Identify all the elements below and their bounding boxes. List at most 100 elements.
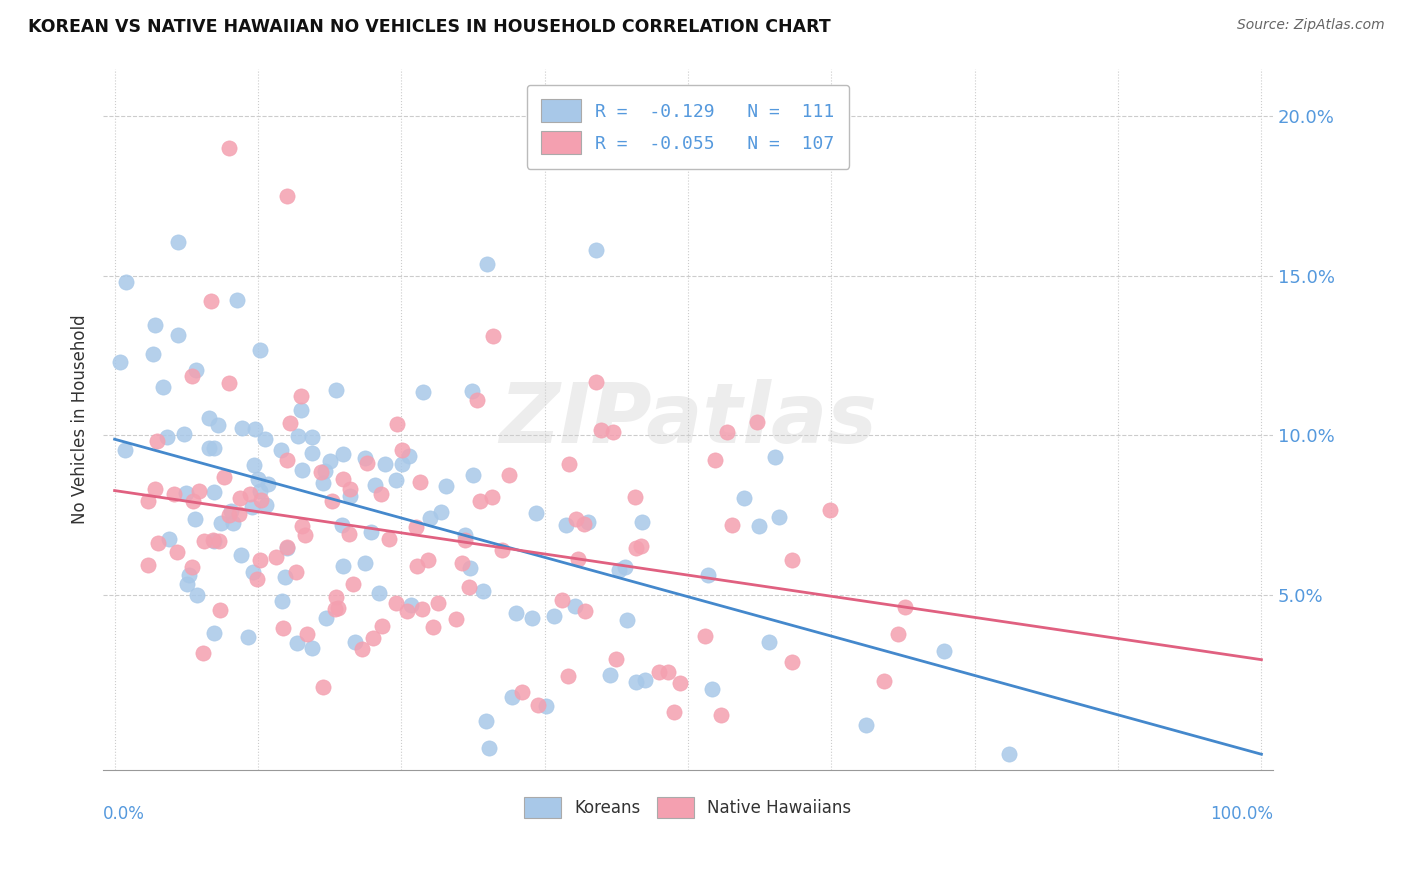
Point (166, 545, 188, 559)
Point (505, 606, 527, 620)
Point (332, 472, 354, 486)
Point (412, 385, 434, 400)
Point (894, 599, 917, 614)
Point (332, 558, 354, 573)
Point (287, 429, 309, 443)
Point (454, 533, 477, 547)
Point (218, 141, 240, 155)
Point (631, 515, 654, 529)
Point (356, 456, 378, 470)
Point (219, 504, 242, 518)
Point (198, 410, 221, 425)
Point (312, 680, 335, 694)
Point (520, 611, 543, 625)
Point (110, 355, 132, 369)
Point (370, 486, 392, 500)
Point (202, 484, 225, 499)
Point (179, 568, 201, 582)
Point (745, 415, 768, 429)
Point (585, 244, 607, 258)
Text: KOREAN VS NATIVE HAWAIIAN NO VEHICLES IN HOUSEHOLD CORRELATION CHART: KOREAN VS NATIVE HAWAIIAN NO VEHICLES IN… (28, 18, 831, 36)
Point (291, 462, 314, 476)
Point (454, 528, 477, 542)
Point (405, 558, 427, 573)
Point (207, 418, 229, 433)
Point (163, 486, 186, 500)
Point (391, 442, 413, 457)
Point (450, 556, 472, 570)
Point (498, 467, 520, 482)
Point (465, 392, 488, 407)
Point (457, 580, 479, 594)
Point (295, 627, 318, 641)
Point (361, 631, 384, 645)
Point (228, 508, 250, 522)
Point (200, 293, 222, 308)
Point (202, 533, 225, 548)
Point (585, 376, 607, 390)
Point (236, 631, 259, 645)
Point (555, 517, 578, 532)
Point (342, 577, 364, 591)
Point (222, 516, 245, 530)
Point (315, 611, 337, 625)
Point (231, 420, 253, 434)
Point (276, 453, 298, 467)
Point (229, 548, 252, 562)
Point (183, 493, 205, 508)
Point (270, 593, 292, 607)
Point (367, 586, 389, 600)
Point (145, 482, 167, 496)
Point (209, 603, 232, 617)
Point (605, 651, 627, 665)
Point (557, 669, 579, 683)
Point (374, 457, 396, 471)
Point (209, 516, 232, 530)
Point (405, 520, 427, 534)
Point (630, 539, 652, 553)
Point (780, 655, 803, 669)
Point (276, 541, 298, 555)
Point (254, 498, 277, 512)
Point (325, 383, 347, 397)
Point (624, 490, 647, 504)
Point (721, 518, 744, 533)
Point (998, 747, 1021, 761)
Point (180, 368, 202, 383)
Point (818, 503, 841, 517)
Point (270, 443, 292, 458)
Point (855, 718, 877, 732)
Point (239, 487, 262, 501)
Point (240, 500, 263, 515)
Point (114, 443, 136, 458)
Point (254, 433, 277, 447)
Point (301, 430, 323, 444)
Point (246, 472, 269, 486)
Point (173, 426, 195, 441)
Point (704, 453, 727, 467)
Point (468, 493, 491, 508)
Point (186, 588, 208, 602)
Point (249, 343, 271, 357)
Point (475, 714, 498, 728)
Point (463, 468, 485, 483)
Point (208, 534, 231, 549)
Point (524, 507, 547, 521)
Point (574, 604, 596, 618)
Point (242, 458, 264, 472)
Point (284, 565, 307, 579)
Point (174, 486, 197, 500)
Point (321, 494, 343, 508)
Point (242, 565, 264, 579)
Point (115, 275, 138, 289)
Point (264, 549, 287, 564)
Point (332, 447, 354, 461)
Point (564, 599, 586, 613)
Point (444, 612, 467, 626)
Point (633, 673, 655, 688)
Point (337, 527, 360, 541)
Point (426, 595, 449, 609)
Point (411, 601, 433, 615)
Point (398, 449, 420, 463)
Point (693, 629, 716, 643)
